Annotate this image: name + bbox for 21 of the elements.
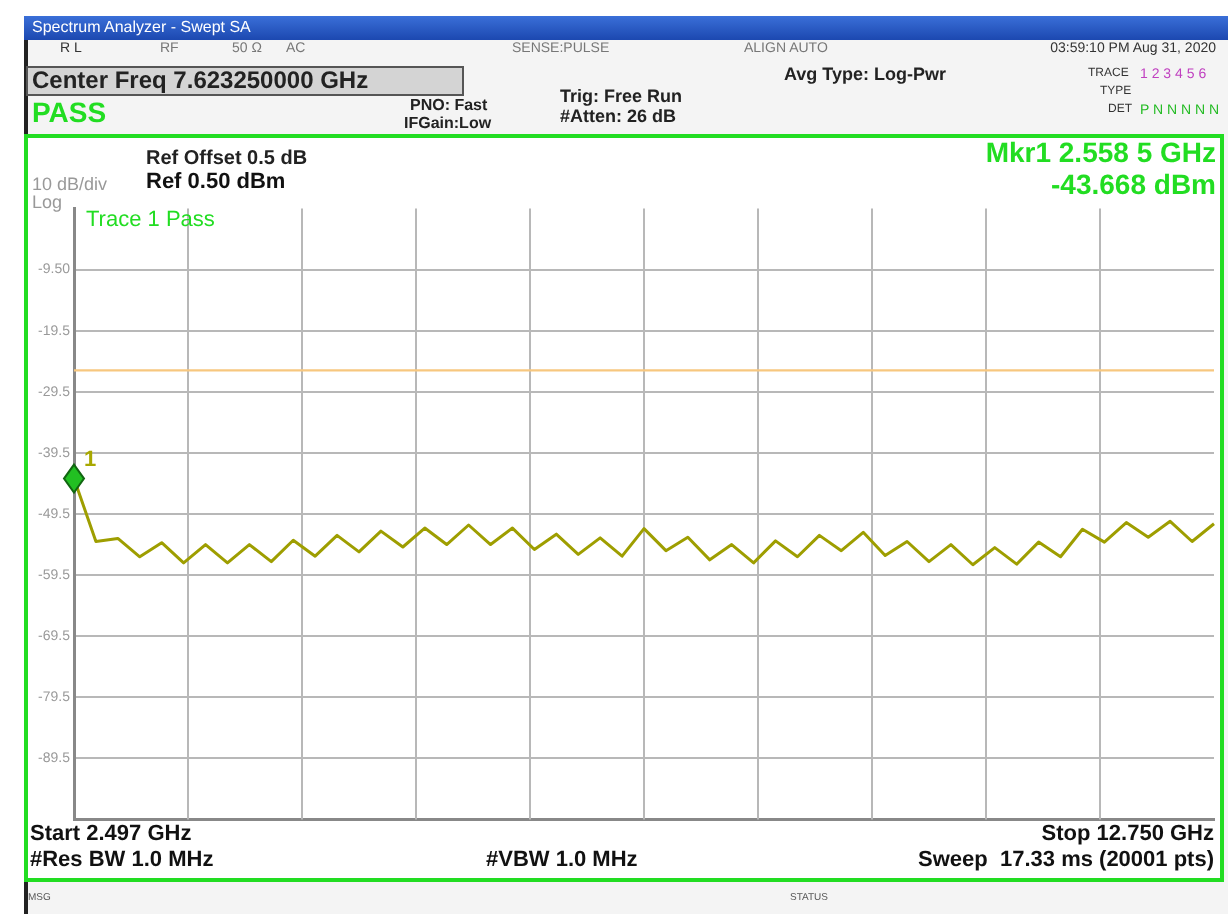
text: IFGain:Low xyxy=(404,114,492,134)
text: Avg Type: Log-Pwr xyxy=(784,64,946,86)
text: #Atten: 26 dB xyxy=(560,106,677,128)
annotation: Trace 1 Pass xyxy=(86,208,215,233)
text: Ref Offset 0.5 dB xyxy=(146,148,308,170)
text: Trig: Free Run xyxy=(560,86,683,108)
text: Sweep 17.33 ms (20001 pts) xyxy=(918,848,1214,873)
text: PNO: Fast xyxy=(410,96,488,116)
chart-title: Spectrum Analyzer - Swept SA xyxy=(32,18,251,36)
text: -43.668 dBm xyxy=(1051,168,1216,201)
text: Stop 12.750 GHz xyxy=(1041,822,1214,847)
text: Ref 0.50 dBm xyxy=(146,170,286,195)
text: Mkr1 2.558 5 GHz xyxy=(985,136,1216,169)
text: PASS xyxy=(32,96,107,129)
text: Log xyxy=(32,192,63,214)
text: Center Freq 7.623250000 GHz xyxy=(32,66,369,95)
text: #Res BW 1.0 MHz xyxy=(30,848,214,873)
text: #VBW 1.0 MHz xyxy=(486,848,638,873)
annotation: 1 xyxy=(84,448,97,473)
text: Start 2.497 GHz xyxy=(30,822,192,847)
text: 10 dB/div xyxy=(32,174,108,195)
